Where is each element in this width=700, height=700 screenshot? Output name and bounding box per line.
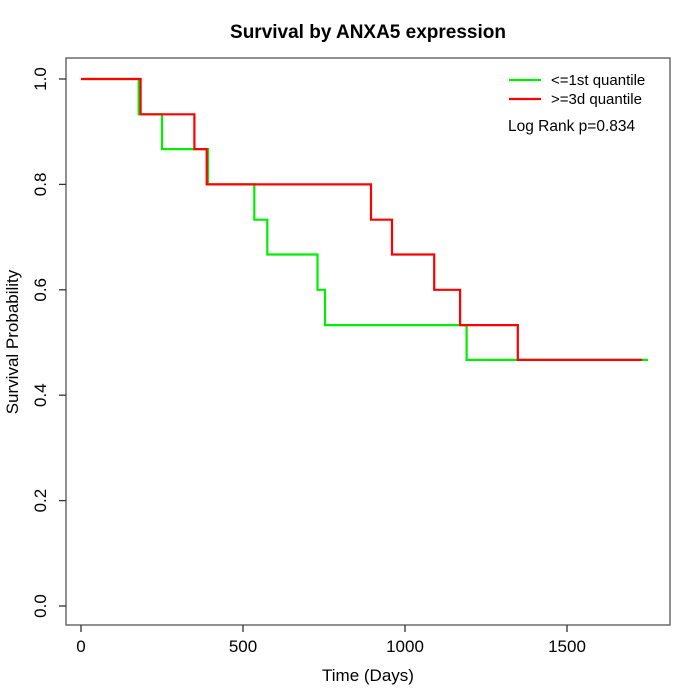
y-axis-label: Survival Probability bbox=[3, 269, 22, 414]
plot-title: Survival by ANXA5 expression bbox=[230, 22, 506, 43]
y-tick-label: 0.0 bbox=[31, 594, 50, 618]
x-tick-label: 0 bbox=[76, 637, 85, 656]
y-axis-ticks: 0.0 0.2 0.4 0.6 0.8 1.0 bbox=[31, 67, 66, 618]
x-axis-label: Time (Days) bbox=[322, 666, 414, 685]
legend-label-high-quantile: >=3d quantile bbox=[551, 91, 642, 108]
km-curve-high-quantile bbox=[81, 77, 643, 361]
y-tick-label: 0.6 bbox=[31, 278, 50, 302]
y-tick-label: 0.4 bbox=[31, 383, 50, 407]
y-tick-label: 0.8 bbox=[31, 173, 50, 197]
plot-box bbox=[65, 57, 671, 626]
x-axis-ticks: 0 500 1000 1500 bbox=[76, 625, 586, 656]
legend-label-low-quantile: <=1st quantile bbox=[551, 72, 645, 89]
x-tick-label: 1500 bbox=[548, 637, 586, 656]
log-rank-annotation: Log Rank p=0.834 bbox=[508, 118, 635, 135]
x-tick-label: 500 bbox=[229, 637, 257, 656]
legend: <=1st quantile >=3d quantile Log Rank p=… bbox=[508, 72, 645, 135]
y-tick-label: 1.0 bbox=[31, 67, 50, 91]
y-tick-label: 0.2 bbox=[31, 489, 50, 513]
x-tick-label: 1000 bbox=[386, 637, 424, 656]
